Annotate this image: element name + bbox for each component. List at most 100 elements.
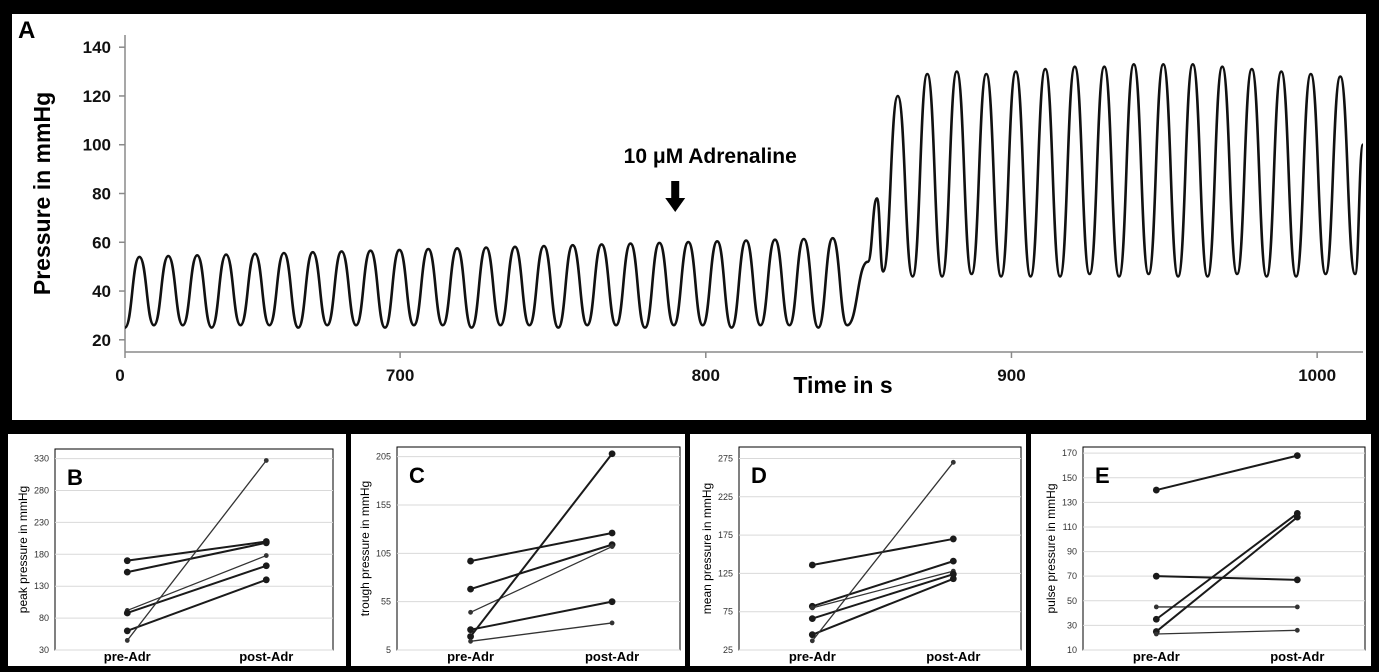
x-category-label: pre-Adr	[104, 649, 151, 664]
data-point-pre	[467, 626, 474, 634]
y-tick-label: 5	[386, 645, 391, 655]
x-tick-label: 1000	[1298, 366, 1336, 385]
y-tick-label: 90	[1067, 547, 1077, 557]
panel-e-plot-area	[1082, 446, 1366, 651]
data-point-post	[1293, 576, 1301, 584]
y-tick-label: 330	[34, 454, 49, 464]
panel-d-plot-area	[738, 446, 1022, 651]
data-point-post	[1294, 627, 1300, 633]
y-tick-label: 60	[92, 233, 111, 252]
data-point-pre	[1152, 615, 1160, 623]
data-point-pre	[1153, 631, 1159, 637]
series-line	[811, 577, 954, 636]
series-line	[1155, 516, 1298, 633]
data-point-pre	[467, 557, 474, 565]
series-line	[811, 461, 954, 642]
series-line	[127, 554, 267, 612]
series-line	[470, 600, 613, 631]
data-point-post	[1293, 513, 1301, 521]
y-tick-label: 225	[718, 492, 733, 502]
x-tick-label: 900	[997, 366, 1025, 385]
x-category-label: pre-Adr	[1133, 649, 1180, 664]
y-tick-label: 230	[34, 517, 49, 527]
y-axis-label: mean pressure in mmHg	[700, 483, 714, 614]
y-tick-label: 175	[718, 530, 733, 540]
panel-a-chart: A 20 40 60 80 100 120 140 0 700 800 900 1000 Pressure…	[12, 14, 1366, 420]
data-point-post	[608, 598, 616, 606]
data-point-pre	[808, 561, 816, 569]
data-point-pre	[1152, 486, 1160, 494]
data-point-post	[262, 539, 270, 547]
series-line	[127, 541, 267, 574]
y-tick-label: 130	[34, 581, 49, 591]
x-category-label: pre-Adr	[447, 649, 494, 664]
data-point-post	[949, 535, 957, 543]
series-line	[470, 545, 613, 613]
series-line	[470, 532, 613, 563]
data-point-post	[263, 458, 269, 463]
y-tick-label: 140	[83, 38, 111, 57]
y-tick-label: 40	[92, 282, 111, 301]
data-point-pre	[809, 605, 815, 611]
x-category-label: post-Adr	[1270, 649, 1324, 664]
y-tick-label: 30	[1067, 620, 1077, 630]
y-tick-label: 180	[34, 549, 49, 559]
series-line	[812, 570, 954, 609]
data-point-post	[262, 576, 270, 584]
data-point-pre	[468, 609, 473, 615]
y-tick-label: 205	[376, 452, 391, 462]
data-point-pre	[123, 627, 131, 635]
series-line	[126, 578, 267, 632]
y-tick-label: 155	[376, 500, 391, 510]
series-line	[812, 560, 954, 608]
data-point-pre	[123, 568, 131, 576]
data-point-post	[1293, 452, 1301, 460]
data-point-pre	[123, 609, 131, 617]
y-tick-label: 50	[1067, 596, 1077, 606]
data-point-pre	[809, 638, 815, 644]
arrow-icon	[665, 181, 686, 212]
x-axis-label: Time in s	[793, 372, 892, 398]
panel-e-letter: E	[1095, 463, 1110, 488]
y-tick-label: 150	[1062, 473, 1077, 483]
series-line	[1155, 512, 1298, 621]
panel-a-letter: A	[18, 17, 35, 44]
y-tick-label: 170	[1062, 448, 1077, 458]
data-point-post	[609, 620, 615, 626]
data-point-post	[263, 553, 269, 558]
data-point-post	[950, 459, 956, 465]
series-line	[470, 622, 613, 642]
panel-b-plot-area	[54, 448, 334, 651]
panel-c-letter: C	[409, 463, 425, 488]
data-point-pre	[808, 615, 816, 622]
y-tick-label: 70	[1067, 571, 1077, 581]
y-tick-label: 10	[1067, 645, 1077, 655]
data-point-pre	[808, 631, 816, 639]
data-point-post	[609, 544, 615, 549]
data-point-pre	[1153, 604, 1159, 610]
y-tick-label: 75	[723, 607, 733, 617]
data-point-post	[949, 557, 957, 565]
series-line	[126, 460, 267, 641]
y-tick-label: 120	[83, 87, 111, 106]
data-point-pre	[468, 638, 473, 644]
series-line	[470, 543, 613, 591]
y-tick-label: 55	[381, 597, 391, 607]
y-tick-label: 130	[1062, 497, 1077, 507]
y-tick-label: 80	[92, 185, 111, 204]
series-line	[1156, 454, 1298, 492]
x-tick-label: 0	[115, 366, 124, 385]
data-point-pre	[1152, 572, 1160, 580]
data-point-post	[949, 575, 957, 583]
y-tick-label: 100	[83, 136, 111, 155]
x-category-label: post-Adr	[926, 649, 980, 664]
data-point-pre	[467, 633, 474, 640]
x-tick-label: 700	[386, 366, 414, 385]
y-tick-label: 275	[718, 453, 733, 463]
y-axis-label: Pressure in mmHg	[29, 92, 55, 295]
x-tick-label: 800	[692, 366, 720, 385]
data-point-post	[1294, 604, 1300, 610]
data-point-post	[608, 450, 616, 458]
x-category-label: pre-Adr	[789, 649, 836, 664]
